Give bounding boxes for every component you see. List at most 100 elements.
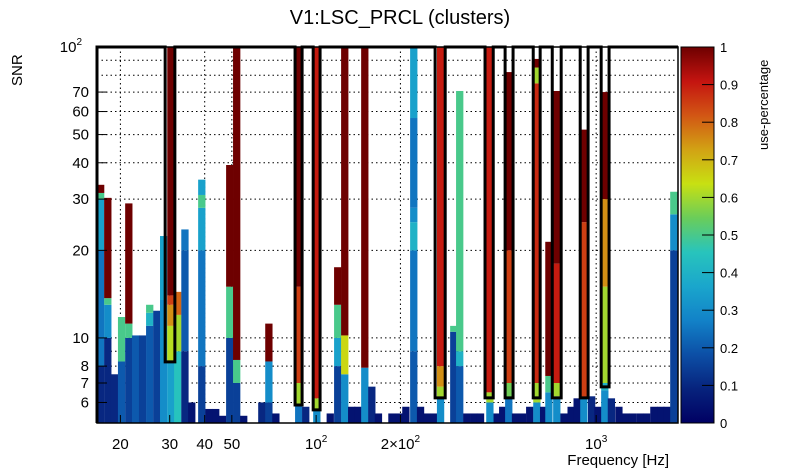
y-tick-label: 10: [72, 330, 89, 347]
x-tick-label-exponent: 2: [415, 434, 421, 445]
heatmap-cell: [486, 47, 494, 393]
heatmap-cell: [198, 250, 206, 367]
heatmap-cell: [526, 406, 534, 423]
x-tick-label-exponent: 3: [602, 434, 608, 445]
heatmap-cell: [146, 312, 154, 326]
heatmap-cell: [607, 398, 616, 423]
x-tick-label: 2×102: [381, 434, 421, 453]
heatmap-cell: [423, 413, 431, 423]
heatmap-cell: [326, 413, 334, 423]
y-tick-label: 70: [72, 84, 89, 101]
heatmap-cell: [361, 367, 369, 423]
x-tick-label-base: 10: [305, 436, 322, 453]
y-tick-label-base: 60: [72, 104, 89, 121]
heatmap-cell: [553, 263, 561, 383]
x-tick-label-base: 10: [585, 436, 602, 453]
heatmap-cell: [295, 47, 303, 287]
heatmap-cell: [341, 374, 349, 423]
heatmap-cell: [334, 267, 342, 305]
heatmap-cell: [486, 402, 494, 423]
y-tick-label-base: 30: [72, 191, 89, 208]
colorbar-tick-label: 0.1: [720, 378, 738, 393]
heatmap-cell: [354, 406, 362, 423]
heatmap-cell: [560, 413, 568, 423]
heatmap-cell: [125, 323, 133, 338]
heatmap-cell: [341, 47, 349, 336]
heatmap-cell: [450, 331, 458, 423]
heatmap-cell: [146, 325, 154, 423]
heatmap-cell: [313, 47, 321, 399]
colorbar-tick-label: 0.9: [720, 78, 738, 93]
heatmap-cell: [167, 325, 175, 362]
x-tick-label-base: 40: [196, 436, 213, 453]
y-tick-label-base: 40: [72, 155, 89, 172]
heatmap-cell: [410, 222, 418, 251]
heatmap-cell: [573, 398, 581, 423]
heatmap-cell: [97, 184, 105, 193]
heatmap-cell: [436, 366, 445, 387]
heatmap-cell: [146, 304, 154, 313]
heatmap-cell: [580, 222, 588, 399]
heatmap-cell: [657, 406, 665, 423]
colorbar-label: use-percentage: [756, 60, 771, 150]
heatmap-cell: [198, 179, 206, 195]
heatmap-cell: [104, 304, 112, 338]
heatmap-cell: [104, 298, 112, 305]
heatmap-cell: [334, 304, 342, 338]
heatmap-cell: [198, 207, 206, 251]
y-tick-label-base: 6: [81, 394, 89, 411]
x-tick-label: 30: [161, 436, 178, 453]
heatmap-cell: [499, 406, 507, 423]
colorbar-tick-label: 0.2: [720, 341, 738, 356]
heatmap-cell: [374, 413, 383, 423]
colorbar-tick-label: 0.7: [720, 153, 738, 168]
heatmap-cell: [361, 47, 369, 368]
y-tick-label: 40: [72, 155, 89, 172]
heatmap-cell: [553, 90, 561, 264]
heatmap-cell: [567, 406, 575, 423]
heatmap-cell: [265, 402, 273, 423]
heatmap-cell: [181, 229, 189, 251]
heatmap-cell: [167, 361, 175, 423]
heatmap-cell: [505, 398, 513, 423]
heatmap-cell: [601, 286, 609, 383]
heatmap-cell: [167, 304, 175, 326]
heatmap-cell: [388, 413, 396, 423]
heatmap-cell: [670, 191, 678, 215]
heatmap-cell: [272, 413, 280, 423]
heatmap-cell: [456, 351, 464, 367]
heatmap-cell: [265, 323, 273, 362]
heatmap-cell: [545, 392, 553, 423]
y-tick-label-base: 70: [72, 84, 89, 101]
heatmap-cell: [258, 402, 266, 423]
chart-title: V1:LSC_PRCL (clusters): [290, 7, 510, 29]
heatmap-cell: [233, 359, 241, 383]
heatmap-cell: [430, 413, 438, 423]
heatmap-cell: [160, 300, 168, 423]
heatmap-cell: [117, 317, 126, 362]
colorbar-tick-label: 0: [720, 416, 727, 431]
x-tick-label: 103: [585, 434, 608, 453]
heatmap-cell: [643, 413, 651, 423]
heatmap-cell: [160, 236, 168, 301]
heatmap-cell: [436, 398, 445, 423]
y-tick-label-base: 10: [60, 39, 77, 56]
heatmap-cell: [226, 286, 234, 338]
heatmap-cell: [511, 413, 520, 423]
colorbar-tick-label: 0.4: [720, 266, 738, 281]
x-tick-label-base: 30: [161, 436, 178, 453]
heatmap-cell: [533, 382, 541, 403]
heatmap-cell: [348, 406, 356, 423]
heatmap-cell: [110, 374, 119, 423]
heatmap-cell: [174, 314, 182, 352]
x-tick-label: 50: [223, 436, 240, 453]
y-tick-label: 50: [72, 127, 89, 144]
heatmap-cell: [302, 406, 310, 423]
colorbar-tick-label: 0.5: [720, 228, 738, 243]
y-tick-label-base: 7: [81, 375, 89, 392]
heatmap-cell: [265, 361, 273, 403]
heatmap-cell: [410, 118, 418, 208]
heatmap-cell: [628, 413, 637, 423]
